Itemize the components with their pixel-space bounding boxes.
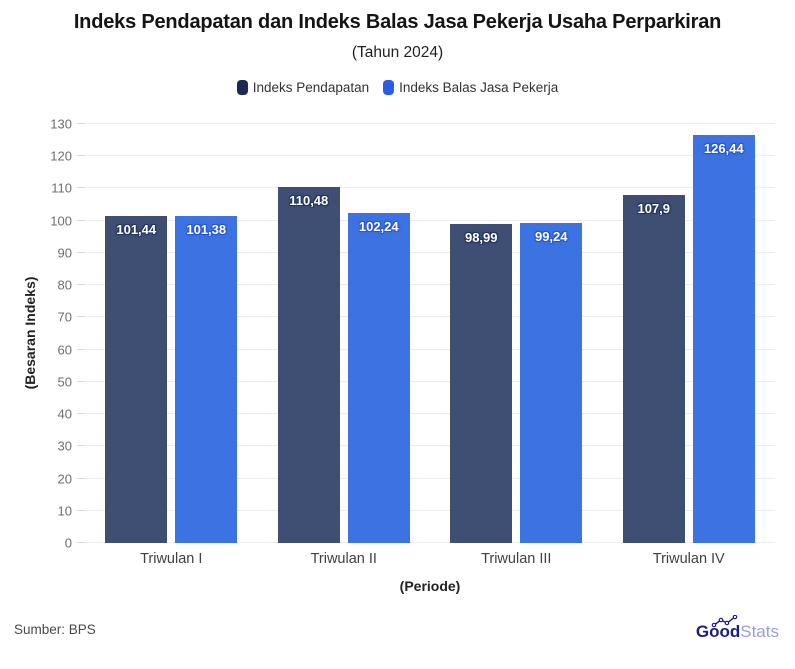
goodstats-logo: GoodStats [695,615,779,642]
y-tick-mark [77,284,85,286]
y-tick-mark [77,219,85,221]
bar-group-4: 107,9 126,44 Triwulan IV [603,124,776,567]
gridline [85,542,775,543]
gridline [85,509,775,511]
y-tick-mark [77,509,85,511]
bar-pendapatan-2: 110,48 [277,186,340,543]
bar-value-label: 110,48 [289,192,329,208]
y-tick-mark [77,477,85,479]
gridline [85,380,775,382]
legend-item-2: Indeks Balas Jasa Pekerja [383,80,558,95]
y-tick-mark [77,348,85,350]
gridline [85,187,775,189]
y-tick-mark [77,251,85,253]
y-tick-label: 30 [57,438,72,454]
y-tick-label: 130 [50,116,72,132]
gridline [85,251,775,253]
page-subtitle: (Tahun 2024) [351,44,444,61]
gridline [85,413,775,415]
bar-value-label: 101,44 [116,222,157,238]
legend-swatch-icon [236,80,248,95]
gridline [85,284,775,286]
legend: Indeks Pendapatan Indeks Balas Jasa Peker… [0,80,795,95]
x-tick-label: Triwulan II [310,551,377,567]
bar-pendapatan-4: 107,9 [622,195,685,543]
gridline [85,155,775,157]
legend-label: Indeks Pendapatan [252,80,370,95]
y-tick-mark [77,155,85,157]
legend-item-1: Indeks Pendapatan [236,80,370,95]
y-tick-label: 20 [57,471,72,487]
source-label: Sumber: BPS [14,622,96,637]
y-tick-label: 110 [51,180,72,196]
bar-balas-jasa-1: 101,38 [175,216,238,543]
gridline [85,316,775,318]
gridline [85,348,775,350]
y-tick-mark [77,316,85,318]
y-tick-label: 70 [57,309,72,325]
trend-sparkline-icon [711,615,738,628]
x-tick-label: Triwulan III [481,551,552,567]
y-axis-title: (Besaran Indeks) [22,276,38,390]
bar-pendapatan-1: 101,44 [105,216,168,543]
y-tick-mark [77,187,85,189]
bar-group-1: 101,44 101,38 Triwulan I [85,124,258,567]
y-tick-mark [77,445,85,447]
gridline [85,445,775,447]
gridline [85,477,775,479]
x-tick-label: Triwulan I [140,551,203,567]
y-tick-label: 40 [57,406,72,422]
legend-swatch-icon [383,80,395,95]
y-tick-label: 50 [57,374,72,390]
y-tick-mark [77,123,85,124]
bar-balas-jasa-3: 99,24 [520,223,583,543]
y-tick-label: 100 [50,213,72,229]
y-tick-label: 80 [57,277,72,293]
bar-group-2: 110,48 102,24 Triwulan II [258,124,431,567]
y-tick-label: 10 [57,503,72,519]
bar-value-label: 99,24 [534,229,568,245]
bar-value-label: 98,99 [464,229,498,245]
x-axis-title: (Periode) [399,578,461,594]
gridline [85,219,775,221]
y-tick-mark [77,380,85,382]
bars-layer: 101,44 101,38 Triwulan I 110,48 102,24 Triwul… [85,124,776,567]
bar-group-3: 98,99 99,24 Triwulan III [430,124,603,567]
y-tick-mark [77,542,85,543]
y-tick-label: 120 [50,148,72,164]
bar-value-label: 126,44 [703,141,744,157]
y-tick-label: 60 [57,342,72,358]
bar-value-label: 107,9 [637,201,671,217]
brand-name-light: Stats [740,622,779,641]
y-tick-mark [77,413,85,415]
bar-balas-jasa-4: 126,44 [692,135,755,543]
chart-area: 0 10 20 30 40 50 60 70 80 90 100 110 120 130 101,44 10… [50,118,776,567]
y-tick-label: 90 [57,245,72,261]
page-title: Indeks Pendapatan dan Indeks Balas Jasa … [73,11,722,33]
bar-pendapatan-3: 98,99 [450,223,513,543]
bar-balas-jasa-2: 102,24 [347,213,410,543]
legend-label: Indeks Balas Jasa Pekerja [399,80,559,95]
y-tick-label: 0 [64,535,72,551]
bar-value-label: 101,38 [186,222,227,238]
brand-name-bold: Good [695,622,741,641]
x-tick-label: Triwulan IV [652,551,725,567]
bar-value-label: 102,24 [358,219,399,235]
gridline [85,123,775,124]
